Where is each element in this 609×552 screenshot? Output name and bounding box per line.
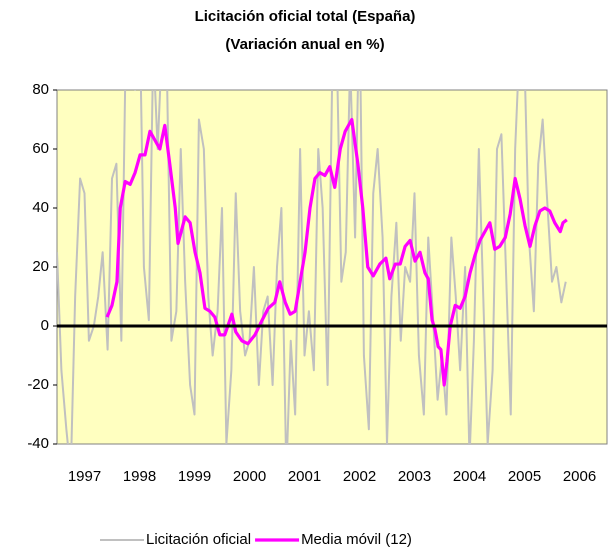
y-tick-label: 20 [32,258,49,275]
x-tick-label: 2005 [508,468,541,485]
y-tick-label: -20 [27,376,49,393]
x-tick-label: 1998 [123,468,156,485]
y-tick-label: 40 [32,199,49,216]
y-tick-label: 0 [41,317,49,334]
x-tick-label: 2002 [343,468,376,485]
data-line [105,117,568,387]
x-tick-label: 2003 [398,468,431,485]
data-line [57,90,567,444]
plot-lines [57,90,568,444]
x-tick-label: 2006 [563,468,596,485]
y-tick-label: -40 [27,435,49,452]
x-tick-label: 2000 [233,468,266,485]
y-tick-label: 60 [32,140,49,157]
x-tick-label: 2001 [288,468,321,485]
y-tick-label: 80 [32,81,49,98]
chart-subtitle: (Variación anual en %) [225,36,384,53]
legend-label: Media móvil (12) [301,531,412,548]
x-tick-label: 1997 [68,468,101,485]
chart-title: Licitación oficial total (España) [195,8,416,25]
legend-label: Licitación oficial [146,531,251,548]
x-tick-label: 1999 [178,468,211,485]
x-tick-label: 2004 [453,468,486,485]
